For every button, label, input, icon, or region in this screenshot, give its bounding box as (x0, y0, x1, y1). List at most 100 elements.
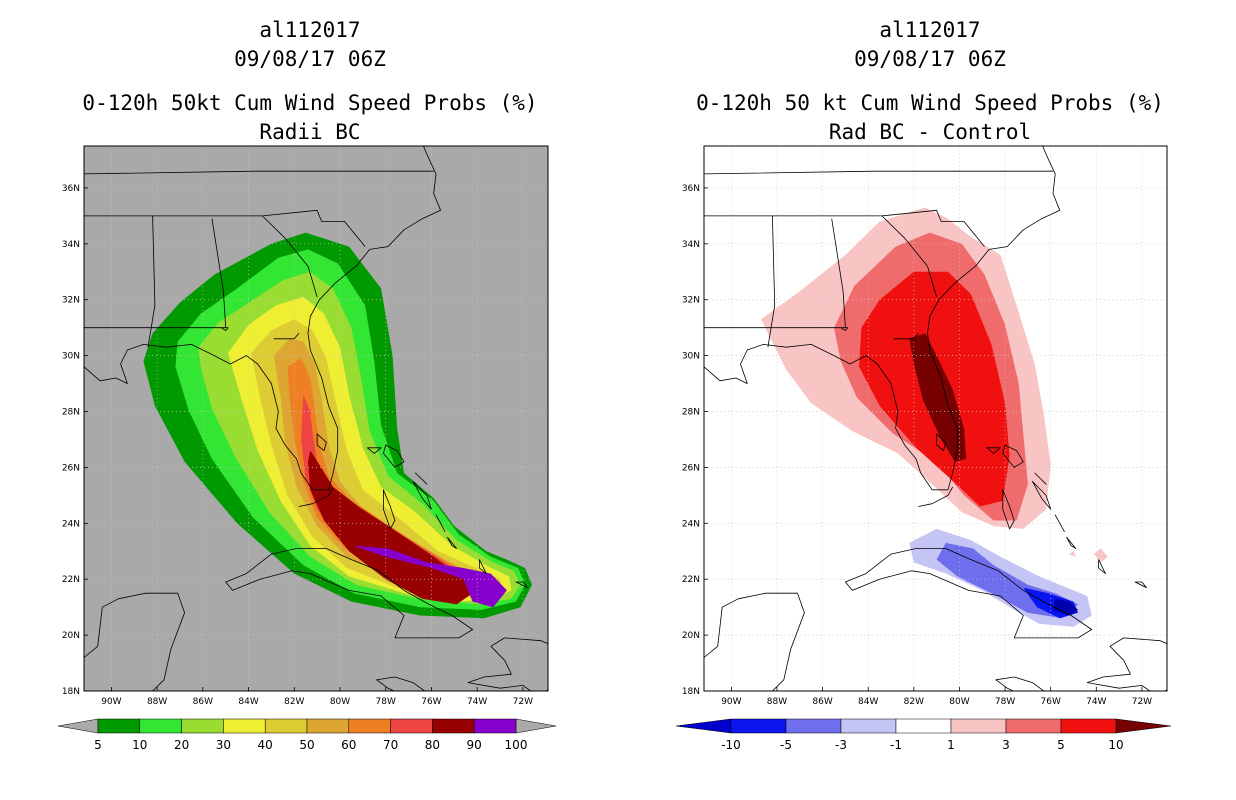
right-datetime: 09/08/17 06Z (854, 47, 1006, 71)
lat-tick-label: 30N (682, 352, 700, 362)
colorbar-label: -1 (890, 738, 902, 752)
bahamas-island (1002, 444, 1024, 468)
lon-tick-label: 78W (995, 697, 1015, 707)
lat-tick-label: 18N (62, 687, 80, 697)
lat-tick-label: 22N (62, 575, 80, 585)
bahamas-island (1002, 489, 1015, 530)
state-border (704, 209, 985, 247)
right-title-block: al112017 09/08/17 06Z (640, 16, 1220, 74)
colorbar-label: 40 (258, 738, 273, 752)
bahamas-island (1066, 536, 1077, 549)
colorbar-label: -5 (780, 738, 792, 752)
colorbar-label: 20 (174, 738, 189, 752)
bahamas-island (412, 481, 432, 510)
bahamas-island (479, 559, 487, 574)
lat-tick-label: 26N (62, 463, 80, 473)
left-product: 0-120h 50kt Cum Wind Speed Probs (%) (82, 91, 538, 115)
hispaniola-coastline (1086, 637, 1167, 691)
colorbar-cell (139, 718, 182, 734)
lon-tick-label: 80W (330, 697, 350, 707)
colorbar-label: 5 (1057, 738, 1065, 752)
left-map-panel: 36N 34N 32N 30N 28N 26N 24N 22N 20N 18N 90W 88W 86W… (57, 145, 557, 752)
lon-tick-label: 86W (812, 697, 832, 707)
colorbar-label: 10 (132, 738, 147, 752)
yucatan-coastline (84, 592, 185, 691)
right-product: 0-120h 50 kt Cum Wind Speed Probs (%) (696, 91, 1164, 115)
bahamas-island (367, 447, 382, 454)
right-lat-axis: 36N 34N 32N 30N 28N 26N 24N 22N 20N 18N (682, 184, 708, 697)
state-border (704, 327, 849, 331)
lon-tick-label: 74W (1086, 697, 1106, 707)
left-map-frame (83, 145, 549, 692)
state-border (704, 170, 1053, 175)
colorbar-label: 50 (299, 738, 314, 752)
yucatan-coastline (704, 592, 805, 691)
lon-tick-label: 84W (238, 697, 258, 707)
colorbar-cell (306, 718, 350, 734)
bahamas-island (447, 536, 457, 549)
right-positive-contour-5 (1094, 548, 1108, 563)
lat-tick-label: 30N (62, 352, 80, 362)
lat-tick-label: 34N (62, 240, 80, 250)
state-border (831, 218, 846, 328)
colorbar-label: 10 (1108, 738, 1123, 752)
colorbar-label: 30 (216, 738, 231, 752)
right-gridlines (704, 146, 1167, 691)
colorbar-label: 3 (1002, 738, 1010, 752)
lon-tick-label: 82W (904, 697, 924, 707)
lon-tick-label: 90W (101, 697, 121, 707)
left-product-block: 0-120h 50kt Cum Wind Speed Probs (%) Rad… (20, 89, 600, 147)
lat-tick-label: 34N (682, 240, 700, 250)
lat-tick-label: 36N (62, 184, 80, 194)
lon-tick-label: 88W (767, 697, 787, 707)
colorbar-cell (97, 718, 141, 734)
lat-tick-label: 26N (682, 463, 700, 473)
hispaniola-coastline (467, 637, 548, 691)
bahamas-island (415, 472, 428, 485)
colorbar-label: 90 (467, 738, 482, 752)
left-datetime: 09/08/17 06Z (234, 47, 386, 71)
left-colorbar: 5 10 20 30 40 50 60 70 80 90 100 (57, 718, 557, 752)
bahamas-island (383, 489, 396, 530)
lon-tick-label: 88W (147, 697, 167, 707)
cuba-coastline (225, 548, 473, 639)
state-border (84, 327, 229, 331)
left-prob-contour-10 (353, 545, 507, 608)
right-positive-contour-4 (909, 333, 967, 462)
lon-tick-label: 80W (949, 697, 969, 707)
bahamas-island (1034, 472, 1047, 485)
lon-tick-label: 76W (1041, 697, 1061, 707)
florida-keys (918, 486, 953, 507)
lon-tick-label: 72W (513, 697, 533, 707)
lat-tick-label: 28N (682, 408, 700, 418)
colorbar-cell (223, 718, 266, 734)
right-negative-contour-4 (1053, 598, 1078, 616)
lat-tick-label: 24N (62, 519, 80, 529)
colorbar-high-triangle (515, 718, 557, 734)
lat-tick-label: 24N (682, 519, 700, 529)
state-border (881, 215, 937, 298)
colorbar-cell (840, 718, 897, 734)
bahamas-island (986, 447, 1001, 454)
lon-tick-label: 90W (721, 697, 741, 707)
right-colorbar: -10 -5 -3 -1 1 3 5 10 (675, 718, 1172, 752)
lake-okeechobee (936, 433, 947, 451)
state-border (211, 218, 227, 328)
colorbar-cell (264, 718, 308, 734)
state-border (893, 333, 919, 340)
colorbar-cell (390, 718, 433, 734)
left-coastlines (84, 146, 548, 691)
colorbar-label: 80 (425, 738, 440, 752)
left-storm-id: al112017 (259, 18, 361, 42)
colorbar-label: 70 (383, 738, 398, 752)
colorbar-label: 60 (341, 738, 356, 752)
colorbar-cell (1060, 718, 1117, 734)
colorbar-cell (1005, 718, 1062, 734)
state-border (147, 215, 156, 348)
lake-okeechobee (316, 433, 327, 451)
colorbar-label: -3 (835, 738, 847, 752)
bahamas-island (1054, 514, 1065, 533)
bahamas-island (383, 444, 405, 468)
lon-tick-label: 78W (376, 697, 396, 707)
